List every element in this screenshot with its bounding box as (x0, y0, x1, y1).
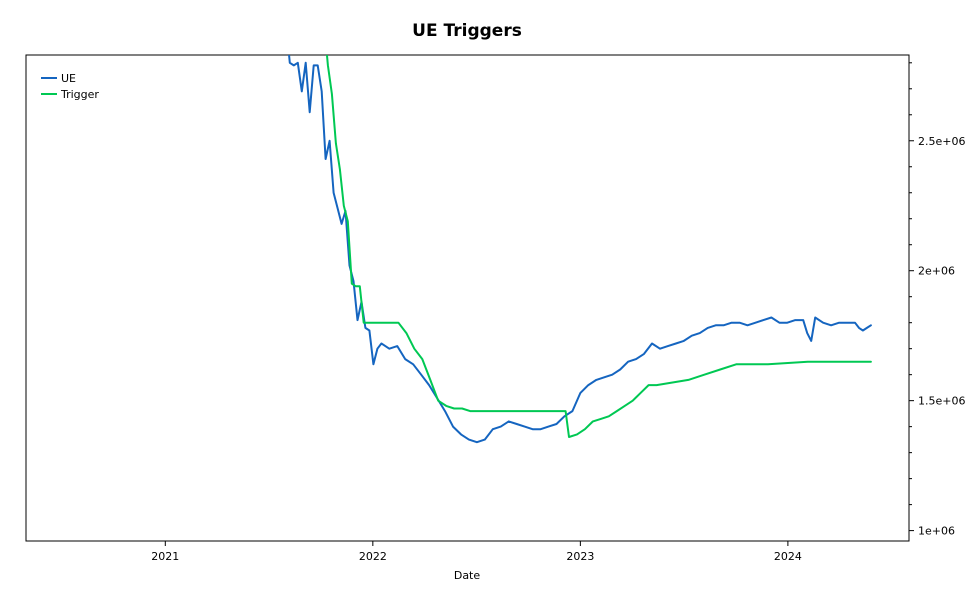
x-axis: 2021 2022 2023 2024 (151, 541, 802, 563)
series-line-ue (288, 55, 872, 444)
x-tick-label: 2022 (359, 550, 387, 563)
y-tick-label: 1.5e+06 (918, 395, 965, 408)
series-layer (288, 55, 872, 444)
y-axis: 1e+06 1.5e+06 2e+06 2.5e+06 (909, 62, 965, 538)
y-tick-label: 1e+06 (918, 525, 955, 538)
y-tick-label: 2.5e+06 (918, 135, 965, 148)
legend-label-trigger: Trigger (60, 88, 99, 101)
x-tick-label: 2021 (151, 550, 179, 563)
plot-frame (25, 54, 910, 542)
series-line-trigger (325, 55, 872, 438)
chart-title: UE Triggers (412, 21, 522, 41)
y-tick-label: 2e+06 (918, 265, 955, 278)
legend-label-ue: UE (61, 72, 76, 85)
x-tick-label: 2023 (566, 550, 594, 563)
legend: UE Trigger (41, 72, 99, 101)
x-tick-label: 2024 (774, 550, 802, 563)
x-axis-label: Date (454, 569, 481, 582)
